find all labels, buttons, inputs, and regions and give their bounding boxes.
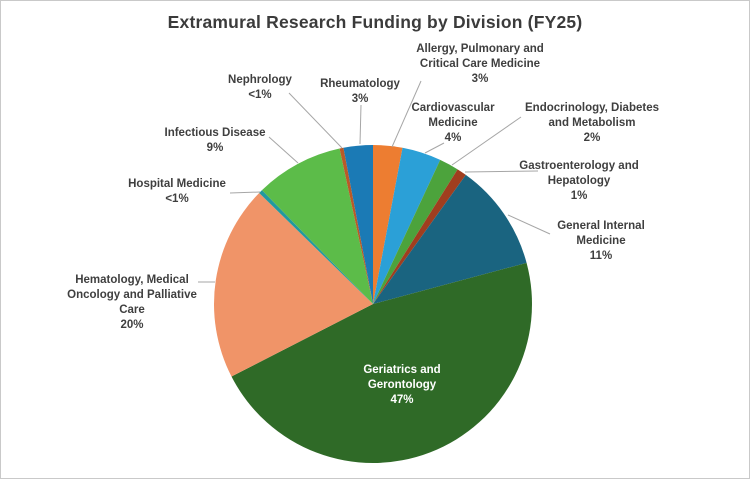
- slice-label-line: 20%: [120, 319, 144, 331]
- slice-label-line: 2%: [583, 132, 601, 144]
- slice-label-gastroenterology-and-hepatology: Gastroenterology and Hepatology 1%: [519, 159, 639, 204]
- slice-label-line: Medicine: [576, 235, 626, 247]
- slice-label-line: 3%: [471, 73, 489, 85]
- slice-label-cardiovascular-medicine: Cardiovascular Medicine 4%: [411, 101, 494, 146]
- chart-title: Extramural Research Funding by Division …: [167, 12, 583, 32]
- pie-slice-nephrology: [339, 147, 373, 304]
- leader-line-hospital-medicine: [229, 191, 261, 194]
- slice-label-line: 3%: [351, 93, 369, 105]
- leader-line-general-internal-medicine: [507, 214, 551, 235]
- pie-slice-hospital-medicine: [259, 190, 373, 304]
- slice-label-line: Geriatrics and: [363, 364, 441, 376]
- slice-label-line: <1%: [165, 193, 189, 205]
- pie-slice-infectious-disease: [261, 148, 373, 304]
- pie-slice-general-internal-medicine: [373, 174, 527, 304]
- leader-line-rheumatology: [359, 104, 362, 145]
- slice-label-line: Hepatology: [547, 175, 611, 187]
- leader-line-infectious-disease: [268, 136, 299, 164]
- slice-label-line: Rheumatology: [320, 78, 400, 90]
- slice-label-line: Critical Care Medicine: [419, 58, 541, 70]
- slice-label-line: Gerontology: [367, 379, 437, 391]
- pie-slice-allergy-pulmonary-and-critical-care-medicine: [373, 145, 403, 304]
- slice-label-line: Infectious Disease: [164, 127, 266, 139]
- slice-label-hospital-medicine: Hospital Medicine <1%: [128, 177, 226, 207]
- slice-label-allergy-pulmonary-and-critical-care-medicine: Allergy, Pulmonary and Critical Care Medi…: [416, 42, 544, 87]
- slice-label-line: 47%: [390, 394, 414, 406]
- slice-label-line: Endocrinology, Diabetes: [525, 102, 659, 114]
- leader-line-cardiovascular-medicine: [424, 142, 445, 154]
- slice-label-line: 1%: [570, 190, 588, 202]
- slice-label-line: Cardiovascular: [411, 102, 495, 114]
- pie-slice-cardiovascular-medicine: [373, 147, 441, 304]
- slice-label-line: Gastroenterology and: [519, 160, 639, 172]
- slice-label-general-internal-medicine: General Internal Medicine 11%: [557, 219, 645, 264]
- leader-line-nephrology: [288, 92, 343, 149]
- slice-label-line: Nephrology: [228, 74, 292, 86]
- pie-slice-geriatrics-and-gerontology: [231, 262, 532, 463]
- slice-label-line: Hematology, Medical: [75, 274, 189, 286]
- leader-line-allergy-pulmonary-and-critical-care-medicine: [391, 80, 422, 148]
- slice-label-line: 9%: [206, 142, 224, 154]
- leader-line-endocrinology-diabetes-and-metabolism: [451, 116, 522, 166]
- slice-label-line: Hospital Medicine: [128, 178, 226, 190]
- pie-slice-rheumatology: [343, 145, 373, 304]
- slice-label-line: 4%: [444, 132, 462, 144]
- slice-label-rheumatology: Rheumatology 3%: [320, 77, 400, 107]
- slice-label-geriatrics-and-gerontology: Geriatrics and Gerontology 47%: [363, 363, 440, 408]
- slice-label-line: Oncology and Palliative: [67, 289, 197, 301]
- pie-slice-hematology-medical-oncology-and-palliative-care: [213, 192, 373, 377]
- pie-slice-endocrinology-diabetes-and-metabolism: [373, 159, 458, 304]
- leader-line-gastroenterology-and-hepatology: [464, 170, 539, 173]
- slice-label-line: <1%: [248, 89, 272, 101]
- slice-label-nephrology: Nephrology <1%: [228, 73, 292, 103]
- slice-label-hematology-medical-oncology-and-palliative-care: Hematology, Medical Oncology and Palliati…: [67, 273, 197, 333]
- slice-label-line: Medicine: [428, 117, 478, 129]
- slice-label-infectious-disease: Infectious Disease 9%: [165, 126, 266, 156]
- pie-slice-gastroenterology-and-hepatology: [373, 169, 466, 304]
- slice-label-line: and Metabolism: [548, 117, 636, 129]
- slice-label-line: 11%: [589, 250, 613, 262]
- slice-label-endocrinology-diabetes-and-metabolism: Endocrinology, Diabetes and Metabolism 2%: [525, 101, 659, 146]
- slice-label-line: Allergy, Pulmonary and: [416, 43, 544, 55]
- slice-label-line: General Internal: [557, 220, 645, 232]
- slice-label-line: Care: [119, 304, 145, 316]
